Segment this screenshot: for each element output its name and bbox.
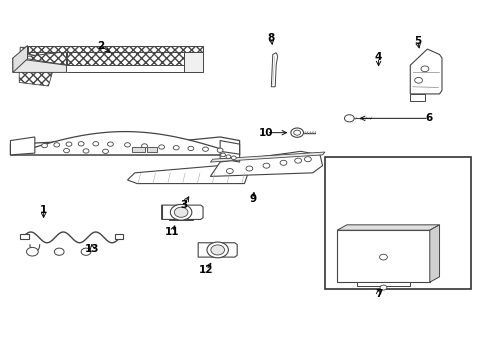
Polygon shape xyxy=(429,225,439,282)
Polygon shape xyxy=(210,151,322,176)
Bar xyxy=(147,147,157,152)
Polygon shape xyxy=(13,51,66,65)
Polygon shape xyxy=(19,62,55,86)
Circle shape xyxy=(294,158,301,163)
Polygon shape xyxy=(409,49,441,94)
Polygon shape xyxy=(13,45,27,72)
Circle shape xyxy=(217,148,223,152)
Circle shape xyxy=(142,144,147,148)
Circle shape xyxy=(41,143,47,148)
Text: 3: 3 xyxy=(180,200,187,210)
Polygon shape xyxy=(66,51,183,65)
Polygon shape xyxy=(127,164,249,184)
Polygon shape xyxy=(356,282,409,286)
Text: 7: 7 xyxy=(374,289,382,299)
Circle shape xyxy=(83,149,89,153)
Circle shape xyxy=(158,145,164,149)
Circle shape xyxy=(379,285,386,290)
Polygon shape xyxy=(409,94,424,101)
Text: 9: 9 xyxy=(249,194,256,204)
Polygon shape xyxy=(198,243,237,257)
Polygon shape xyxy=(27,45,203,51)
Circle shape xyxy=(174,207,187,217)
Text: 5: 5 xyxy=(413,36,420,46)
Text: 6: 6 xyxy=(425,113,431,123)
Text: 1: 1 xyxy=(40,206,47,216)
Circle shape xyxy=(202,147,208,151)
Polygon shape xyxy=(10,132,239,155)
Polygon shape xyxy=(10,137,35,155)
Polygon shape xyxy=(161,205,203,220)
Circle shape xyxy=(107,142,113,146)
Polygon shape xyxy=(183,51,203,72)
Circle shape xyxy=(170,204,191,220)
Polygon shape xyxy=(10,137,239,155)
Circle shape xyxy=(225,155,230,158)
Circle shape xyxy=(93,141,99,146)
Circle shape xyxy=(173,145,179,150)
Circle shape xyxy=(263,163,269,168)
Polygon shape xyxy=(336,230,429,282)
Circle shape xyxy=(220,153,225,157)
Circle shape xyxy=(102,149,108,153)
Circle shape xyxy=(290,128,303,137)
Polygon shape xyxy=(20,234,29,239)
Polygon shape xyxy=(336,225,439,230)
Text: 2: 2 xyxy=(97,41,104,50)
Text: 12: 12 xyxy=(199,265,213,275)
Circle shape xyxy=(420,66,428,72)
Circle shape xyxy=(379,254,386,260)
Bar xyxy=(132,147,144,152)
Polygon shape xyxy=(115,234,122,239)
Circle shape xyxy=(206,242,228,258)
Circle shape xyxy=(78,141,84,146)
Text: 13: 13 xyxy=(85,244,100,254)
Circle shape xyxy=(344,115,353,122)
Circle shape xyxy=(245,166,252,171)
Polygon shape xyxy=(271,53,277,87)
Text: 10: 10 xyxy=(259,128,273,138)
Text: 4: 4 xyxy=(374,52,382,62)
Text: 8: 8 xyxy=(267,33,274,43)
Circle shape xyxy=(280,160,286,165)
Circle shape xyxy=(210,245,224,255)
Circle shape xyxy=(26,247,38,256)
Circle shape xyxy=(63,148,69,153)
Circle shape xyxy=(304,157,311,162)
Circle shape xyxy=(293,130,300,135)
Text: 11: 11 xyxy=(165,227,179,237)
Circle shape xyxy=(231,156,236,159)
Circle shape xyxy=(66,142,72,146)
Circle shape xyxy=(81,248,91,255)
Circle shape xyxy=(414,77,422,83)
Polygon shape xyxy=(210,152,325,162)
Circle shape xyxy=(226,168,233,174)
Circle shape xyxy=(124,143,130,147)
Polygon shape xyxy=(220,140,239,155)
Circle shape xyxy=(54,143,60,147)
Polygon shape xyxy=(220,151,239,162)
Polygon shape xyxy=(13,58,66,72)
Polygon shape xyxy=(20,47,203,58)
Circle shape xyxy=(187,146,193,150)
Bar xyxy=(325,157,470,289)
Circle shape xyxy=(54,248,64,255)
